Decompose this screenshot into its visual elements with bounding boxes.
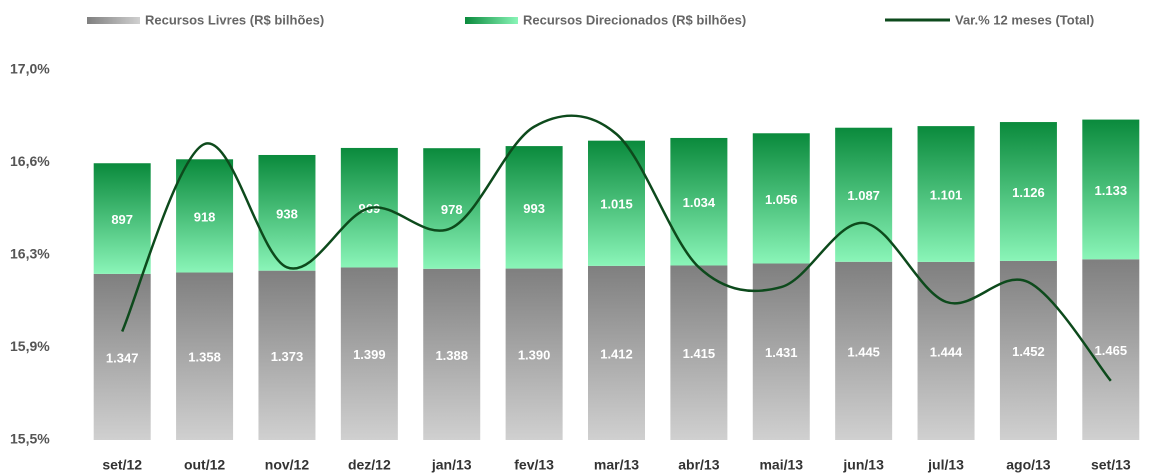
bar-segment: [917, 261, 975, 440]
bar-segment: [340, 267, 398, 440]
bar-segment: [505, 268, 563, 440]
data-label: 1.373: [271, 349, 304, 364]
y-tick-label: 17,0%: [10, 61, 50, 77]
data-label: 1.133: [1095, 183, 1128, 198]
y-tick-label: 16,6%: [10, 153, 50, 169]
bar-segment: [176, 159, 234, 273]
x-tick-label: set/13: [1091, 457, 1131, 473]
x-tick-label: jul/13: [927, 457, 964, 473]
bar-segment: [258, 154, 316, 271]
bar-segment: [1082, 259, 1140, 440]
bar-segment: [423, 148, 481, 269]
bar-segment: [999, 260, 1057, 440]
bar-segment: [835, 127, 893, 262]
bar-segment: [588, 140, 645, 266]
legend-label: Recursos Direcionados (R$ bilhões): [523, 12, 746, 27]
data-label: 938: [276, 206, 298, 221]
data-label: 897: [111, 212, 133, 227]
x-tick-label: jan/13: [431, 457, 472, 473]
y-tick-label: 16,3%: [10, 246, 50, 262]
x-tick-label: mar/13: [594, 457, 639, 473]
x-tick-label: mai/13: [759, 457, 803, 473]
bar-segment: [917, 126, 975, 262]
bar-segment: [93, 163, 151, 274]
data-label: 1.034: [683, 195, 716, 210]
x-tick-label: set/12: [102, 457, 142, 473]
legend-symbol: [465, 17, 518, 24]
x-tick-label: abr/13: [678, 457, 719, 473]
bar-segment: [505, 146, 563, 269]
bar-segment: [1082, 119, 1140, 260]
data-label: 1.347: [106, 350, 139, 365]
data-label: 978: [441, 202, 463, 217]
data-label: 1.087: [847, 188, 880, 203]
data-label: 1.056: [765, 192, 798, 207]
data-label: 1.390: [518, 348, 551, 363]
y-tick-label: 15,9%: [10, 338, 50, 354]
data-label: 1.101: [930, 187, 963, 202]
data-label: 1.445: [847, 344, 880, 359]
bar-segment: [752, 263, 810, 440]
x-tick-label: jun/13: [842, 457, 884, 473]
x-tick-label: nov/12: [265, 457, 310, 473]
data-label: 1.015: [600, 197, 633, 212]
bar-segment: [258, 270, 316, 440]
bar-segment: [93, 273, 151, 440]
legend-symbol: [87, 17, 140, 24]
x-tick-label: ago/13: [1006, 457, 1051, 473]
bar-segment: [670, 137, 728, 266]
data-label: 1.388: [435, 348, 468, 363]
data-label: 1.465: [1095, 343, 1128, 358]
x-tick-label: out/12: [184, 457, 225, 473]
data-label: 993: [523, 201, 545, 216]
bar-segment: [999, 122, 1057, 261]
x-tick-label: dez/12: [348, 457, 391, 473]
data-label: 918: [194, 209, 216, 224]
data-label: 1.444: [930, 344, 963, 359]
data-label: 1.358: [188, 350, 221, 365]
data-label: 1.412: [600, 346, 633, 361]
data-label: 1.415: [683, 346, 716, 361]
bar-segment: [588, 265, 645, 440]
data-label: 1.431: [765, 345, 798, 360]
line-series: [121, 114, 1112, 382]
data-label: 1.126: [1012, 185, 1045, 200]
bar-segment: [423, 268, 481, 440]
legend-label: Var.% 12 meses (Total): [955, 12, 1094, 27]
bar-segment: [176, 272, 234, 440]
legend-label: Recursos Livres (R$ bilhões): [145, 12, 324, 27]
data-label: 1.452: [1012, 344, 1045, 359]
bar-segment: [835, 261, 893, 440]
data-label: 1.399: [353, 347, 386, 362]
y-tick-label: 15,5%: [10, 431, 50, 447]
bar-segment: [670, 265, 728, 440]
bar-segment: [752, 133, 810, 264]
x-tick-label: fev/13: [514, 457, 554, 473]
